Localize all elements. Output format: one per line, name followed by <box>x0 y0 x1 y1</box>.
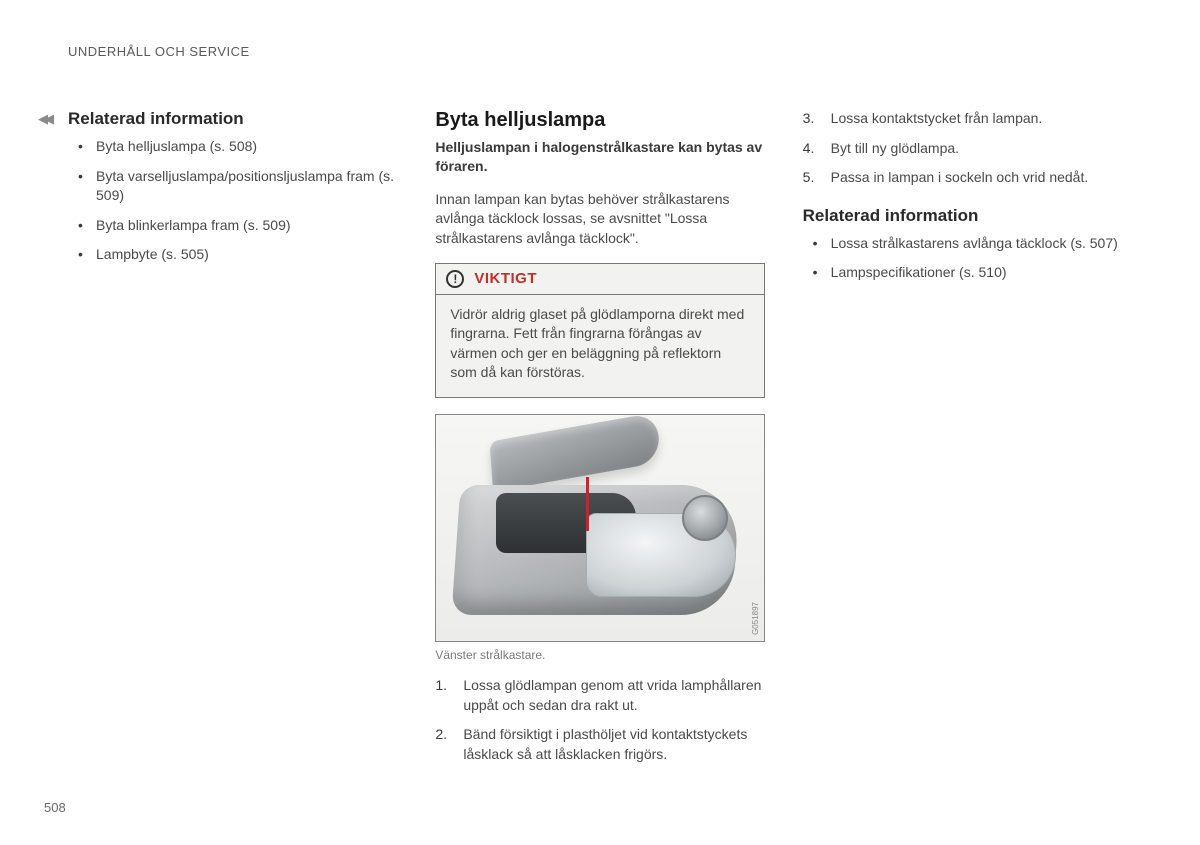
related-list: Byta helljuslampa (s. 508) Byta varsellj… <box>68 137 397 265</box>
callout-title: VIKTIGT <box>474 270 537 287</box>
steps-list-a: Lossa glödlampan genom att vrida lamphål… <box>435 676 764 764</box>
related-list: Lossa strålkastarens avlånga täcklock (s… <box>803 234 1132 283</box>
list-item: Lampbyte (s. 505) <box>96 245 397 265</box>
steps-list-b: Lossa kontaktstycket från lampan. Byt ti… <box>803 109 1132 188</box>
content-columns: ◀◀ Relaterad information Byta helljuslam… <box>68 109 1132 774</box>
related-heading: Relaterad information <box>68 109 397 129</box>
step-item: Lossa kontaktstycket från lampan. <box>831 109 1132 129</box>
list-item: Lampspecifikationer (s. 510) <box>831 263 1132 283</box>
section-header: UNDERHÅLL OCH SERVICE <box>68 44 1132 59</box>
column-left: ◀◀ Relaterad information Byta helljuslam… <box>68 109 397 774</box>
article-title: Byta helljuslampa <box>435 109 764 132</box>
step-item: Byt till ny glödlampa. <box>831 139 1132 159</box>
figure-indicator-line <box>586 477 589 531</box>
step-item: Bänd försiktigt i plasthöljet vid kontak… <box>463 725 764 764</box>
step-item: Passa in lampan i sockeln och vrid nedåt… <box>831 168 1132 188</box>
related-heading: Relaterad information <box>803 206 1132 226</box>
page-number: 508 <box>44 800 66 815</box>
list-item: Lossa strålkastarens avlånga täcklock (s… <box>831 234 1132 254</box>
important-callout: ! VIKTIGT Vidrör aldrig glaset på glödla… <box>435 263 764 398</box>
column-center: Byta helljuslampa Helljuslampan i haloge… <box>435 109 764 774</box>
figure-port-shape <box>682 495 728 541</box>
list-item: Byta varselljuslampa/positionsljuslampa … <box>96 167 397 206</box>
column-right: Lossa kontaktstycket från lampan. Byt ti… <box>803 109 1132 774</box>
body-paragraph: Innan lampan kan bytas behöver strålkast… <box>435 190 764 249</box>
lead-paragraph: Helljuslampan i halogenstrålkastare kan … <box>435 138 764 176</box>
callout-header: ! VIKTIGT <box>436 264 763 295</box>
important-icon: ! <box>446 270 464 288</box>
list-item: Byta helljuslampa (s. 508) <box>96 137 397 157</box>
step-item: Lossa glödlampan genom att vrida lamphål… <box>463 676 764 715</box>
continuation-arrows-icon: ◀◀ <box>38 111 50 127</box>
callout-body: Vidrör aldrig glaset på glödlamporna dir… <box>436 295 763 397</box>
headlamp-figure: G051897 <box>435 414 764 642</box>
list-item: Byta blinkerlampa fram (s. 509) <box>96 216 397 236</box>
figure-cover-shape <box>490 414 661 492</box>
figure-caption: Vänster strålkastare. <box>435 648 764 662</box>
figure-code: G051897 <box>751 602 760 635</box>
